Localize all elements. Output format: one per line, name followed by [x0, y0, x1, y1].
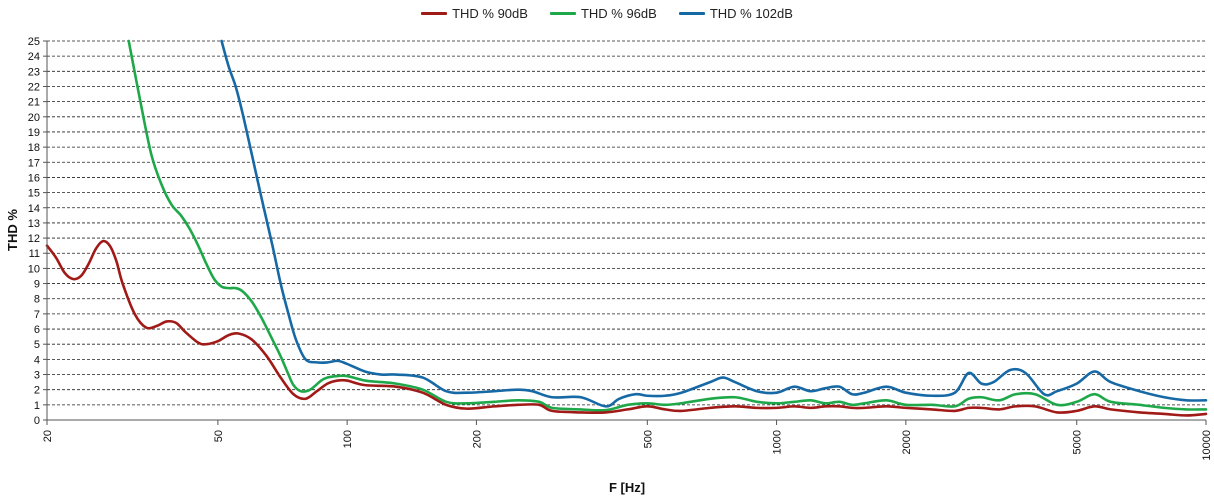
x-tick-label: 10000 [1201, 430, 1213, 461]
legend-label: THD % 96dB [580, 6, 657, 21]
series-line [220, 39, 1208, 408]
y-tick-label: 6 [34, 324, 40, 336]
series-line [127, 39, 1208, 412]
y-tick-label: 0 [34, 415, 40, 427]
x-axis-title: F [Hz] [609, 480, 645, 495]
y-tick-label: 4 [34, 354, 40, 366]
grid [47, 40, 1206, 406]
legend-label: THD % 90dB [452, 6, 528, 21]
y-tick-label: 1 [34, 400, 40, 412]
legend-item: THD % 90dB [421, 6, 528, 21]
y-tick-label: 15 [28, 188, 40, 200]
y-tick-label: 22 [28, 81, 40, 93]
legend: THD % 90dB THD % 96dB THD % 102dB [0, 6, 1214, 21]
y-tick-label: 20 [28, 112, 40, 124]
y-tick-label: 9 [34, 279, 40, 291]
y-tick-label: 10 [28, 263, 40, 275]
y-tick-label: 7 [34, 309, 40, 321]
x-tick-label: 100 [342, 430, 354, 448]
y-tick-label: 14 [28, 203, 40, 215]
y-tick-label: 25 [28, 36, 40, 48]
y-tick-label: 17 [28, 157, 40, 169]
x-tick-label: 200 [471, 430, 483, 448]
x-tick-label: 2000 [901, 430, 913, 454]
y-tick-label: 24 [28, 51, 40, 63]
y-tick-label: 18 [28, 142, 40, 154]
x-tick-label: 20 [42, 430, 54, 442]
y-tick-label: 2 [34, 385, 40, 397]
y-tick-label: 12 [28, 233, 40, 245]
y-tick-label: 8 [34, 294, 40, 306]
x-tick-label: 1000 [772, 430, 784, 454]
legend-item: THD % 96dB [549, 6, 657, 21]
y-tick-label: 19 [28, 127, 40, 139]
legend-item: THD % 102dB [678, 6, 793, 21]
y-tick-label: 3 [34, 370, 40, 382]
y-tick-label: 16 [28, 172, 40, 184]
y-axis-title: THD % [5, 209, 20, 251]
x-tick-label: 5000 [1072, 430, 1084, 454]
legend-swatch [421, 12, 448, 15]
legend-swatch [549, 12, 576, 15]
y-tick-label: 11 [29, 248, 40, 260]
x-tick-label: 50 [213, 430, 225, 442]
y-tick-label: 5 [34, 339, 40, 351]
x-tick-label: 500 [642, 430, 654, 448]
legend-label: THD % 102dB [709, 6, 793, 21]
axes [43, 40, 1207, 425]
tick-labels: 0123456789101112131415161718192021222324… [28, 36, 1213, 461]
y-tick-label: 13 [28, 218, 40, 230]
series-line [45, 239, 1208, 417]
series-lines [45, 39, 1208, 417]
y-tick-label: 21 [28, 97, 40, 109]
legend-swatch [678, 12, 705, 15]
y-tick-label: 23 [28, 66, 40, 78]
